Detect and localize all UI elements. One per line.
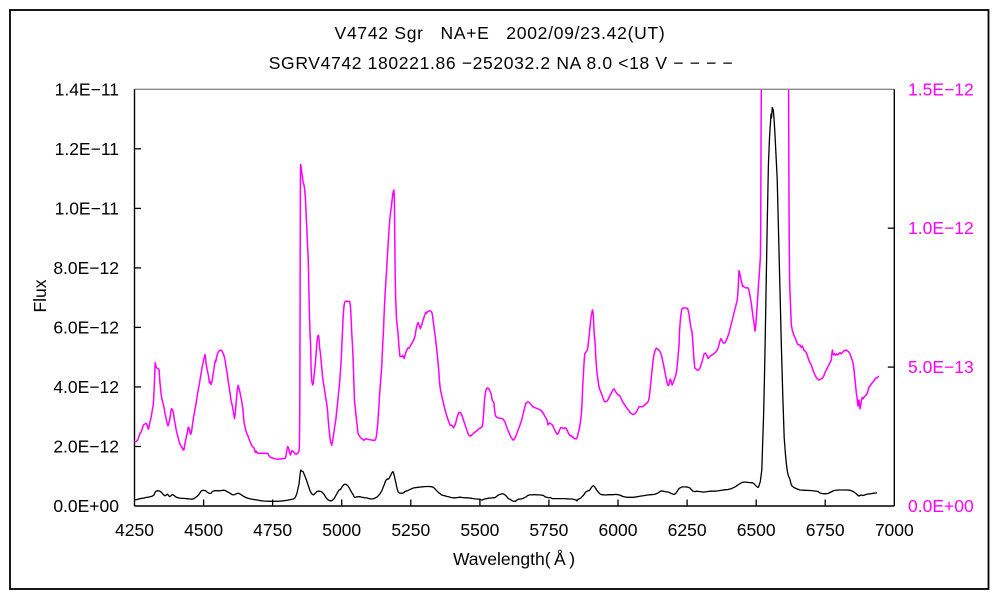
svg-text:5000: 5000 — [322, 520, 361, 540]
svg-text:1.5E−12: 1.5E−12 — [908, 79, 974, 99]
svg-text:V4742 Sgr NA+E 2002/09/23.: V4742 Sgr NA+E 2002/09/23.42(UT) — [335, 23, 666, 43]
svg-text:0.0E+00: 0.0E+00 — [53, 496, 119, 516]
svg-text:Flux: Flux — [30, 279, 50, 312]
svg-text:5.0E−13: 5.0E−13 — [908, 357, 974, 377]
svg-text:1.0E−11: 1.0E−11 — [55, 198, 119, 218]
svg-text:SGRV4742 180221.86 −252032.2 N: SGRV4742 180221.86 −252032.2 NA 8.0 <18 … — [269, 53, 734, 73]
svg-text:6.0E−12: 6.0E−12 — [53, 317, 119, 337]
svg-text:4.0E−12: 4.0E−12 — [53, 377, 119, 397]
svg-text:0.0E+00: 0.0E+00 — [908, 496, 974, 516]
svg-text:5750: 5750 — [529, 520, 568, 540]
svg-text:1.2E−11: 1.2E−11 — [55, 139, 119, 159]
svg-text:1.4E−11: 1.4E−11 — [55, 79, 119, 99]
svg-text:6000: 6000 — [599, 520, 638, 540]
svg-text:6250: 6250 — [668, 520, 707, 540]
svg-text:7000: 7000 — [875, 520, 914, 540]
svg-text:4250: 4250 — [115, 520, 154, 540]
svg-text:4750: 4750 — [253, 520, 292, 540]
svg-text:4500: 4500 — [184, 520, 223, 540]
svg-text:5250: 5250 — [391, 520, 430, 540]
svg-text:6750: 6750 — [806, 520, 845, 540]
svg-text:8.0E−12: 8.0E−12 — [53, 258, 119, 278]
svg-text:2.0E−12: 2.0E−12 — [53, 437, 119, 457]
svg-text:Wavelength( Å ): Wavelength( Å ) — [453, 549, 575, 569]
svg-text:1.0E−12: 1.0E−12 — [908, 218, 974, 238]
svg-text:5500: 5500 — [460, 520, 499, 540]
svg-text:6500: 6500 — [737, 520, 776, 540]
